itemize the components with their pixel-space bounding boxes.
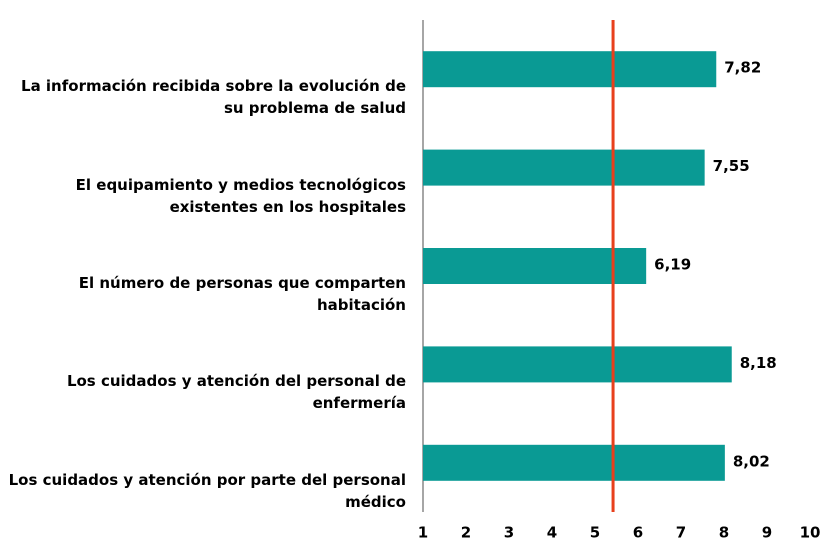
value-label: 6,19 <box>654 256 691 274</box>
bar <box>423 444 725 481</box>
category-label: El número de personas que comparten habi… <box>78 274 406 314</box>
value-label: 7,55 <box>713 157 750 175</box>
value-label: 8,18 <box>740 354 777 372</box>
value-label: 8,02 <box>733 452 770 470</box>
x-tick-label: 5 <box>590 524 600 542</box>
x-tick-label: 3 <box>504 524 514 542</box>
bar <box>423 346 732 383</box>
category-label: La información recibida sobre la evoluci… <box>21 77 406 118</box>
category-label: Los cuidados y atención por parte del pe… <box>8 470 406 511</box>
x-tick-label: 8 <box>719 524 729 542</box>
x-tick-label: 6 <box>633 524 643 542</box>
x-tick-label: 2 <box>461 524 471 542</box>
bar <box>423 51 717 88</box>
category-label: El equipamiento y medios tecnológicos ex… <box>75 175 406 216</box>
category-label: Los cuidados y atención del personal de … <box>66 372 406 413</box>
x-tick-label: 4 <box>547 524 557 542</box>
x-tick-label: 7 <box>676 524 686 542</box>
x-tick-label: 10 <box>800 524 821 542</box>
x-tick-label: 9 <box>762 524 772 542</box>
bar <box>423 248 647 284</box>
value-label: 7,82 <box>724 59 761 77</box>
bar <box>423 149 705 186</box>
x-tick-label: 1 <box>418 524 428 542</box>
